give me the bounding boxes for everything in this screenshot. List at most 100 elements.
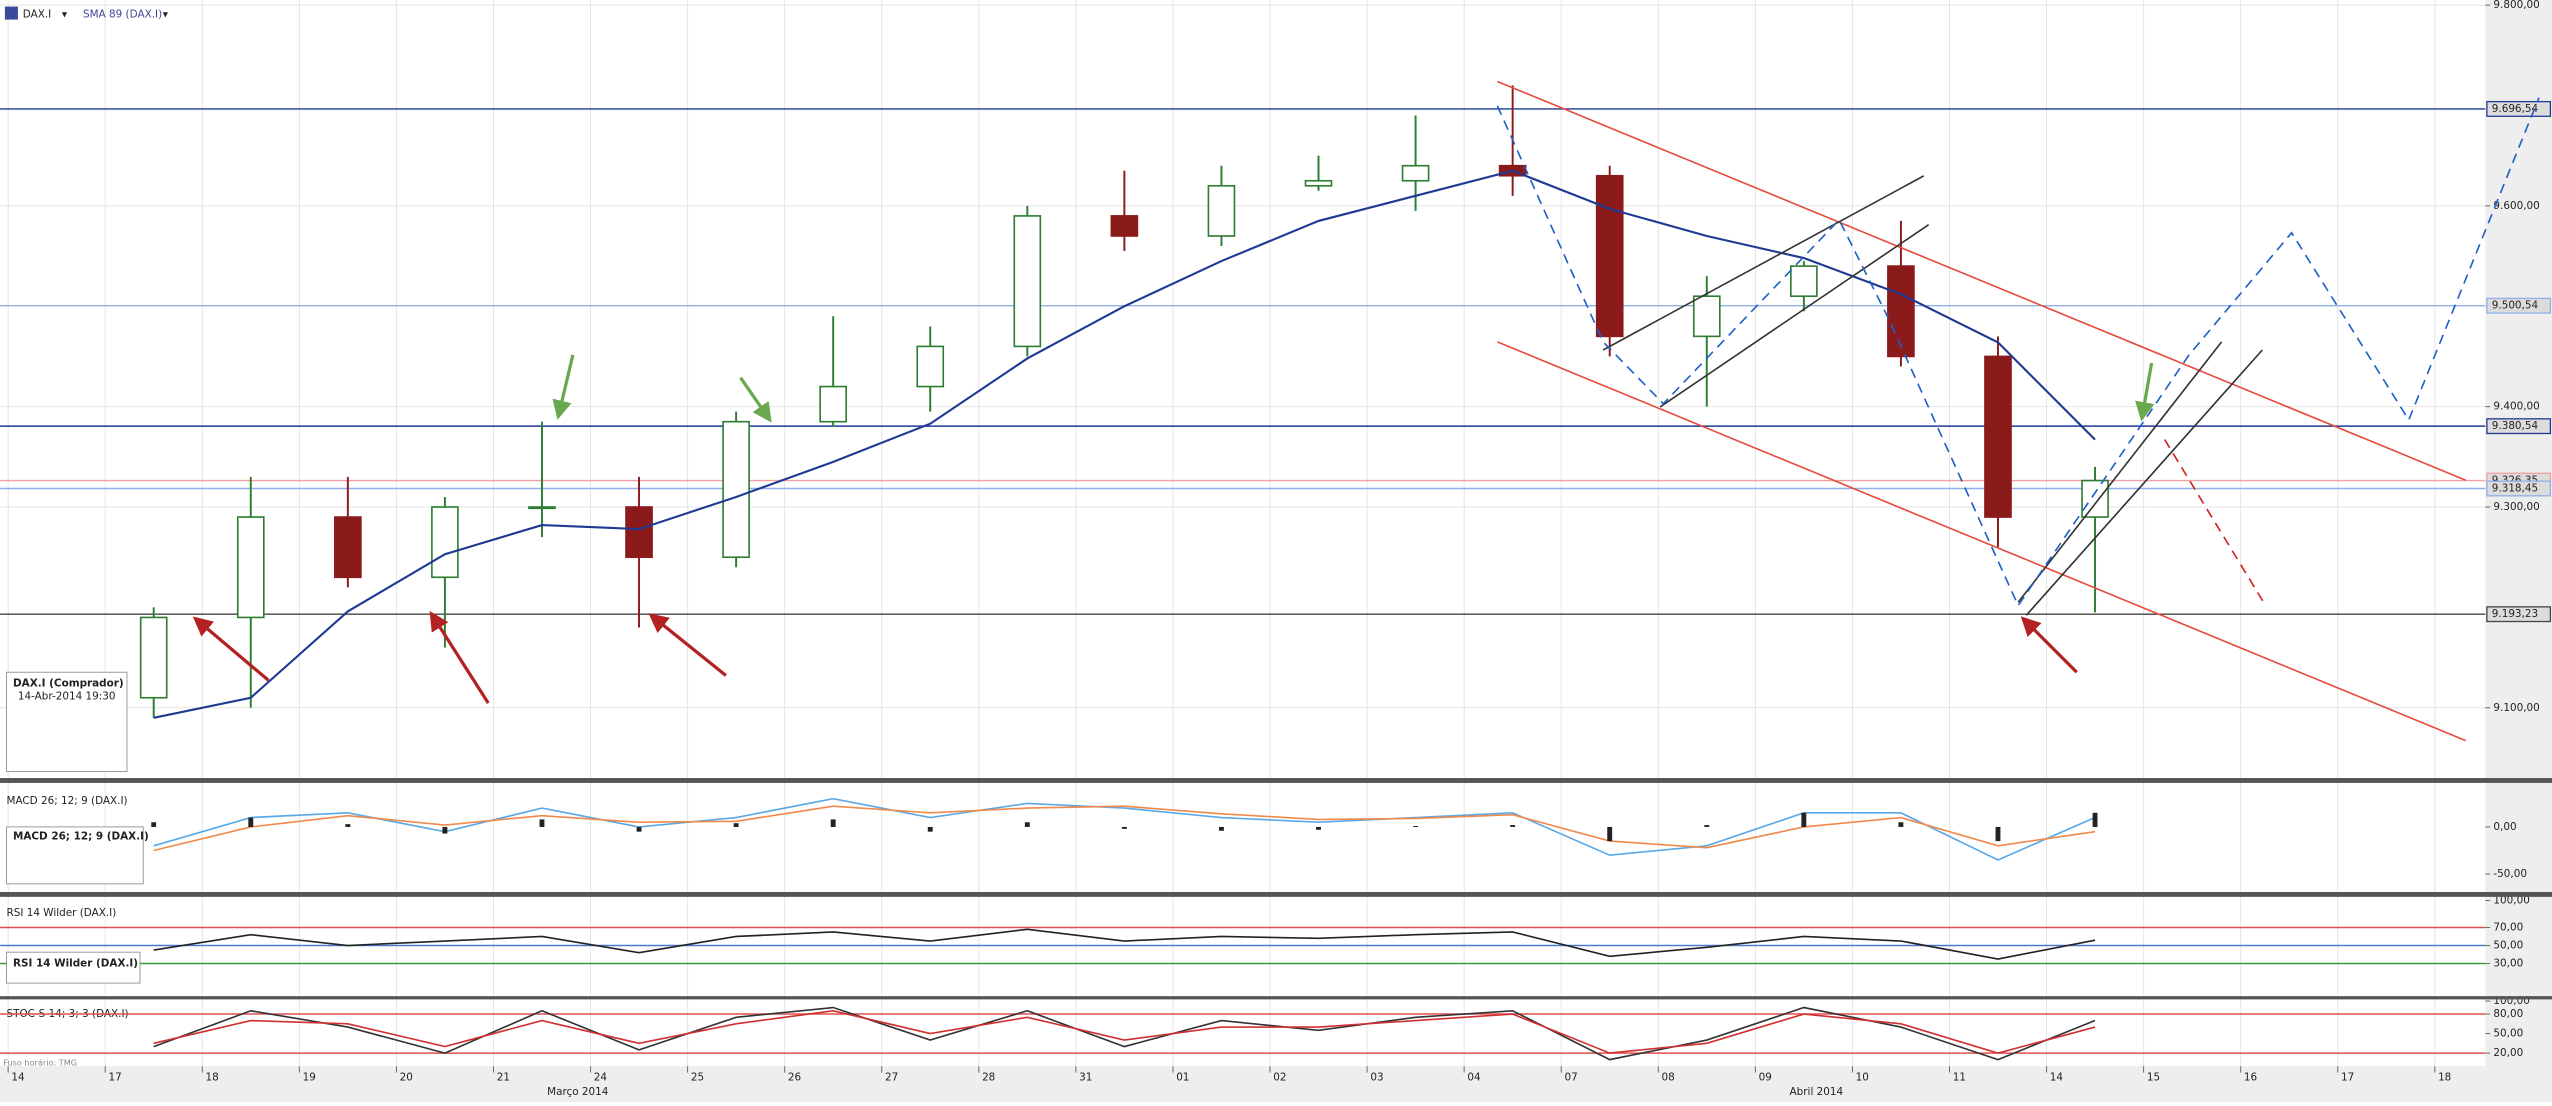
y-tick-label: 0,00 — [2493, 821, 2516, 833]
level-label: 9.380,54 — [2492, 420, 2539, 432]
histogram-bar — [345, 824, 351, 827]
x-tick-label: 03 — [1370, 1072, 1383, 1084]
candle-body — [1790, 265, 1818, 298]
level-label-box — [2486, 297, 2552, 314]
x-tick-label: 02 — [1273, 1072, 1286, 1084]
level-label-box — [2486, 480, 2552, 497]
legend-title: RSI 14 Wilder (DAX.I) — [13, 958, 138, 970]
candle-body — [1013, 215, 1042, 348]
x-tick-label: 27 — [885, 1072, 898, 1084]
histogram-bar — [2092, 812, 2098, 827]
candle-body — [1207, 184, 1236, 237]
panel-title: MACD 26; 12; 9 (DAX.I) — [7, 795, 128, 807]
level-label-box — [2486, 100, 2552, 117]
x-tick-label: 08 — [1662, 1072, 1675, 1084]
candle-body — [819, 385, 848, 423]
y-tick-label: 30,00 — [2493, 958, 2523, 970]
y-tick-label: 9.800,00 — [2493, 0, 2539, 11]
x-tick-label: 26 — [788, 1072, 801, 1084]
histogram-bar — [830, 819, 836, 827]
info-title: DAX.I (Comprador) — [13, 678, 124, 690]
candle-body — [1692, 295, 1721, 338]
x-tick-label: 14 — [2050, 1072, 2064, 1084]
x-tick-label: 20 — [400, 1072, 413, 1084]
month-label: Março 2014 — [547, 1086, 609, 1098]
histogram-bar — [1024, 822, 1030, 827]
histogram-bar — [151, 822, 157, 827]
macd-legend: MACD 26; 12; 9 (DAX.I) — [6, 826, 149, 885]
dropdown-icon[interactable]: ▾ — [163, 9, 169, 21]
drawings — [192, 80, 2540, 742]
candle-body — [236, 516, 265, 619]
panel-separators — [0, 778, 2552, 1000]
y-tick-label: 9.100,00 — [2493, 702, 2539, 714]
series-line — [153, 1006, 2096, 1061]
footer: Fuso horário: TMG — [3, 1057, 77, 1067]
y-tick-label: 9.400,00 — [2493, 401, 2539, 413]
histogram-bar — [1316, 826, 1321, 830]
series-line — [153, 805, 2096, 852]
candle-body — [1304, 179, 1333, 187]
x-tick-label: 17 — [108, 1072, 121, 1084]
info-time: 14-Abr-2014 19:30 — [18, 691, 116, 703]
histogram-bar — [927, 826, 933, 832]
candle-body — [139, 616, 168, 699]
histogram-bar — [442, 826, 448, 834]
x-tick-label: 21 — [497, 1072, 510, 1084]
rsi-legend: RSI 14 Wilder (DAX.I) — [6, 951, 141, 984]
y-tick-label: 50,00 — [2493, 1028, 2523, 1040]
x-tick-label: 18 — [2438, 1072, 2451, 1084]
x-tick-label: 04 — [1467, 1072, 1481, 1084]
candle-body — [1401, 164, 1430, 182]
level-label-box — [2486, 418, 2552, 435]
x-tick-label: 01 — [1176, 1072, 1189, 1084]
y-tick-label: -50,00 — [2493, 868, 2527, 880]
dropdown-icon[interactable]: ▾ — [62, 9, 68, 21]
series-line — [153, 797, 2096, 861]
y-tick-label: 70,00 — [2493, 921, 2523, 933]
series-line — [153, 1009, 2096, 1054]
candle-body — [2081, 479, 2109, 518]
histogram-bar — [539, 819, 545, 827]
y-axis-strip — [2485, 0, 2552, 1102]
x-tick-label: 18 — [206, 1072, 219, 1084]
x-tick-label: 24 — [594, 1072, 608, 1084]
x-tick-label: 10 — [1856, 1072, 1869, 1084]
candle-body — [1887, 265, 1915, 358]
level-label: 9.696,54 — [2492, 103, 2539, 115]
candle-body — [528, 506, 556, 510]
x-tick-label: 25 — [691, 1072, 704, 1084]
histogram-bar — [1801, 812, 1807, 827]
candle-body — [916, 345, 945, 388]
symbol[interactable]: DAX.I — [23, 9, 51, 21]
histogram-bar — [1510, 825, 1516, 827]
x-tick-label: 28 — [982, 1072, 995, 1084]
histogram-bar — [636, 826, 642, 832]
x-tick-label: 11 — [1953, 1072, 1966, 1084]
indicator[interactable]: SMA 89 (DAX.I) — [83, 9, 162, 21]
x-tick-label: 07 — [1564, 1072, 1577, 1084]
series-line — [153, 169, 2096, 719]
histogram-bar — [1995, 826, 2001, 842]
x-tick-label: 16 — [2244, 1072, 2257, 1084]
grid — [0, 0, 2486, 1073]
x-tick-label: 19 — [303, 1072, 316, 1084]
candle-body — [431, 506, 459, 579]
y-tick-label: 9.600,00 — [2493, 200, 2539, 212]
candle-body — [722, 420, 750, 559]
x-axis-strip — [0, 1066, 2552, 1102]
candle-body — [1110, 215, 1139, 237]
y-tick-label: 80,00 — [2493, 1008, 2523, 1020]
level-label-box — [2486, 606, 2552, 623]
toolbar[interactable]: DAX.I ▾ SMA 89 (DAX.I) ▾ — [4, 6, 169, 21]
x-tick-label: 31 — [1079, 1072, 1092, 1084]
candle-body — [334, 516, 362, 579]
candle-body — [1984, 355, 2012, 518]
candle-body — [625, 506, 653, 559]
histogram-bar — [733, 823, 739, 827]
x-tick-label: 14 — [11, 1072, 25, 1084]
candle-body — [1595, 174, 1624, 338]
